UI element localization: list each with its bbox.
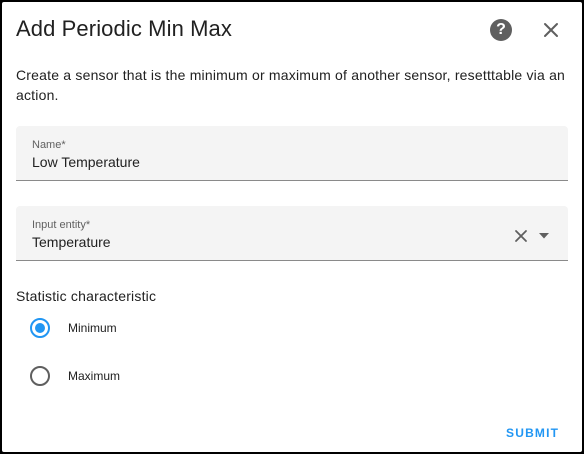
name-field-value[interactable]: Low Temperature: [32, 154, 140, 170]
help-icon[interactable]: ?: [490, 19, 512, 41]
radio-selected-dot: [35, 323, 45, 333]
chevron-down-icon[interactable]: [538, 232, 550, 240]
dialog-title: Add Periodic Min Max: [16, 16, 232, 41]
name-field-label: Name*: [32, 139, 66, 151]
name-field[interactable]: Name* Low Temperature: [16, 126, 568, 181]
dialog-description: Create a sensor that is the minimum or m…: [16, 67, 566, 103]
close-icon[interactable]: [540, 19, 562, 41]
input-entity-label: Input entity*: [32, 219, 91, 231]
radio-minimum-button[interactable]: [30, 318, 50, 338]
clear-icon[interactable]: [514, 229, 528, 243]
statistic-characteristic-label: Statistic characteristic: [16, 288, 157, 304]
radio-maximum-button[interactable]: [30, 366, 50, 386]
submit-button[interactable]: SUBMIT: [506, 426, 560, 440]
radio-minimum-label[interactable]: Minimum: [68, 321, 117, 335]
input-entity-value[interactable]: Temperature: [32, 234, 111, 250]
input-entity-field[interactable]: Input entity* Temperature: [16, 206, 568, 261]
radio-maximum-label[interactable]: Maximum: [68, 369, 121, 383]
